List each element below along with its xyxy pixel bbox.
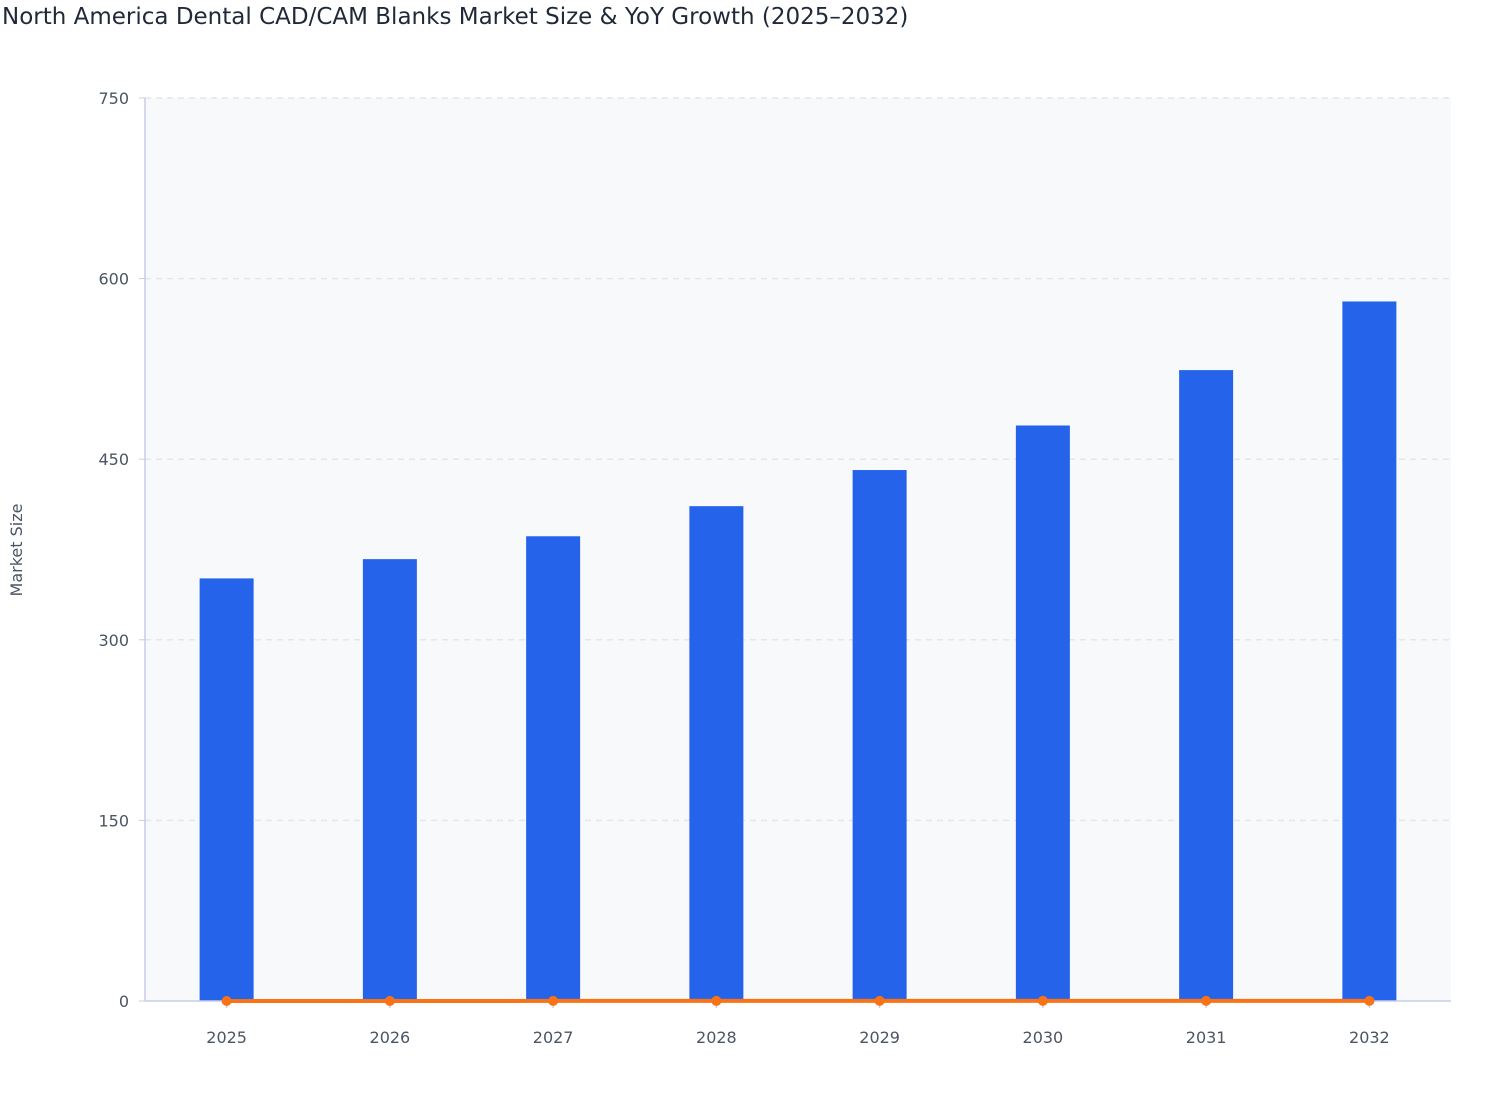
y-axis-label: Market Size [7, 504, 26, 597]
bar-2027 [526, 536, 581, 1001]
bar-2032 [1342, 301, 1397, 1001]
y-tick-label: 150 [98, 811, 129, 830]
x-tick-label: 2028 [696, 1028, 737, 1047]
y-tick-label: 600 [98, 270, 129, 289]
y-tick-label: 0 [119, 992, 129, 1011]
x-tick-label: 2027 [533, 1028, 574, 1047]
growth-point-2029 [874, 995, 885, 1006]
y-tick-label: 450 [98, 450, 129, 469]
growth-point-2031 [1201, 995, 1212, 1006]
y-tick-label: 300 [98, 631, 129, 650]
x-tick-label: 2030 [1023, 1028, 1064, 1047]
growth-point-2028 [711, 995, 722, 1006]
chart-title: North America Dental CAD/CAM Blanks Mark… [2, 4, 909, 30]
bar-2026 [362, 559, 417, 1001]
growth-point-2027 [548, 995, 559, 1006]
x-tick-label: 2029 [859, 1028, 900, 1047]
bar-2031 [1179, 370, 1234, 1001]
bar-2025 [199, 578, 254, 1001]
bar-2029 [852, 470, 907, 1001]
x-tick-label: 2031 [1186, 1028, 1227, 1047]
bar-2028 [689, 506, 744, 1001]
growth-point-2025 [221, 996, 232, 1006]
x-tick-label: 2026 [370, 1028, 411, 1047]
growth-point-2026 [384, 995, 395, 1006]
bar-2030 [1015, 425, 1070, 1001]
x-tick-label: 2025 [206, 1028, 247, 1047]
plot-area [145, 98, 1451, 1001]
growth-point-2030 [1037, 995, 1048, 1006]
x-tick-label: 2032 [1349, 1028, 1390, 1047]
growth-point-2032 [1364, 995, 1375, 1006]
y-tick-label: 750 [98, 89, 129, 108]
